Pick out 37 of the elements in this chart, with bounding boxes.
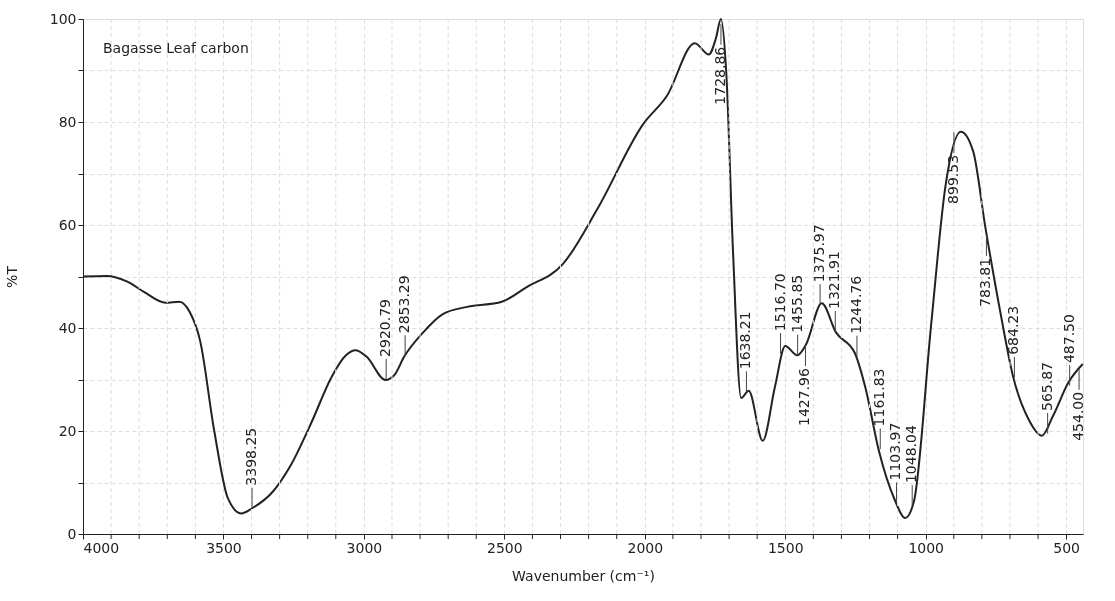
x-axis-title: Wavenumber (cm⁻¹) — [512, 567, 655, 584]
y-tick-label: 40 — [58, 319, 77, 336]
y-tick-label: 80 — [58, 113, 77, 130]
x-tick-label: 1000 — [908, 539, 945, 556]
x-tick-label: 2500 — [487, 539, 523, 556]
annotation: 1321.91 — [826, 251, 843, 310]
annotation: 1375.97 — [811, 224, 828, 283]
annotation: 1161.83 — [871, 368, 888, 427]
x-tick-label: 3500 — [206, 539, 242, 556]
annotation: 783.81 — [977, 257, 994, 307]
annotation: 3398.25 — [243, 427, 260, 486]
annotation: 1244.76 — [847, 275, 864, 334]
x-tick-label: 4000 — [83, 539, 120, 556]
annotation: 1103.97 — [887, 422, 904, 481]
annotation: 684.23 — [1005, 305, 1022, 355]
annotation: 2920.79 — [377, 298, 394, 357]
y-tick-label: 0 — [67, 525, 77, 542]
y-tick-label: 20 — [58, 422, 77, 439]
y-axis-title: %T — [3, 265, 20, 288]
annotation: 487.50 — [1060, 314, 1077, 364]
annotation: 1427.96 — [796, 368, 813, 427]
x-tick-label: 2000 — [627, 539, 664, 556]
annotation: 899.53 — [944, 154, 961, 204]
annotation: 1638.21 — [737, 311, 754, 370]
x-tick-label: 1500 — [767, 539, 804, 556]
annotation: 2853.29 — [396, 275, 413, 334]
annotation: Bagasse Leaf carbon — [103, 40, 249, 56]
x-tick-label: 3000 — [346, 539, 383, 556]
annotation: 454.00 — [1070, 391, 1087, 441]
annotation: 1516.70 — [771, 273, 788, 332]
y-tick-label: 60 — [58, 216, 77, 233]
annotation: 565.87 — [1038, 361, 1055, 411]
x-tick-label: 500 — [1053, 539, 1081, 556]
annotation: 1728.86 — [711, 46, 728, 105]
annotation: 1048.04 — [903, 425, 920, 484]
y-tick-label: 100 — [49, 10, 77, 27]
annotation: 1455.85 — [788, 274, 805, 333]
